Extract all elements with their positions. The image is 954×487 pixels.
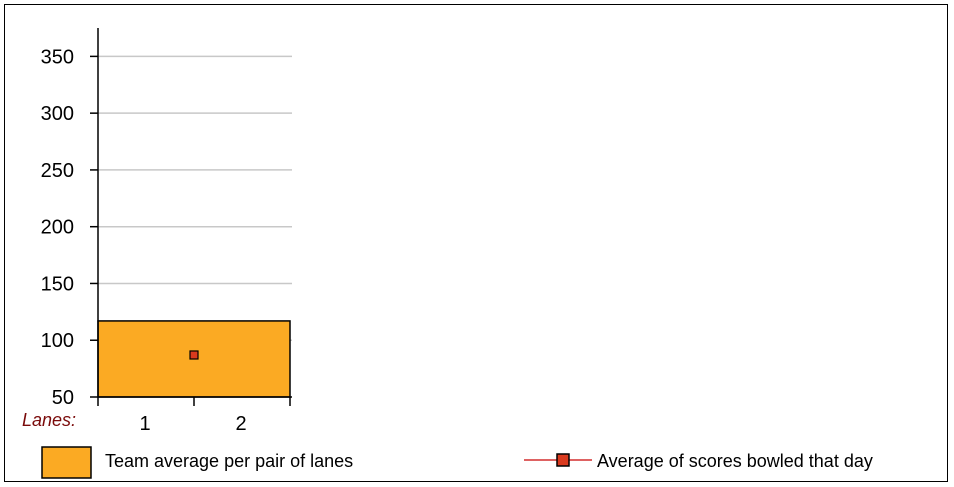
y-tick-label: 250: [41, 160, 74, 182]
legend-bar-swatch: [41, 446, 92, 479]
axes: [90, 28, 292, 406]
chart-frame: [4, 4, 948, 482]
legend: Team average per pair of lanes Average o…: [41, 446, 873, 479]
gridlines: [98, 55, 292, 341]
points: [189, 350, 199, 360]
x-tick-label: 1: [139, 413, 150, 435]
y-tick-label: 100: [41, 330, 74, 352]
legend-marker-swatch: [556, 453, 570, 467]
y-tick-labels: 50 100 150 200 250 300 350: [41, 46, 74, 409]
legend-line-label: Average of scores bowled that day: [597, 451, 873, 471]
data-point: [189, 350, 199, 360]
y-tick-label: 200: [41, 217, 74, 239]
x-tick-label: 2: [235, 413, 246, 435]
y-tick-label: 50: [52, 387, 74, 409]
y-tick-label: 350: [41, 46, 74, 68]
y-tick-label: 300: [41, 103, 74, 125]
y-tick-label: 150: [41, 273, 74, 295]
legend-bar-label: Team average per pair of lanes: [105, 451, 353, 471]
x-axis-label: Lanes:: [22, 410, 76, 430]
